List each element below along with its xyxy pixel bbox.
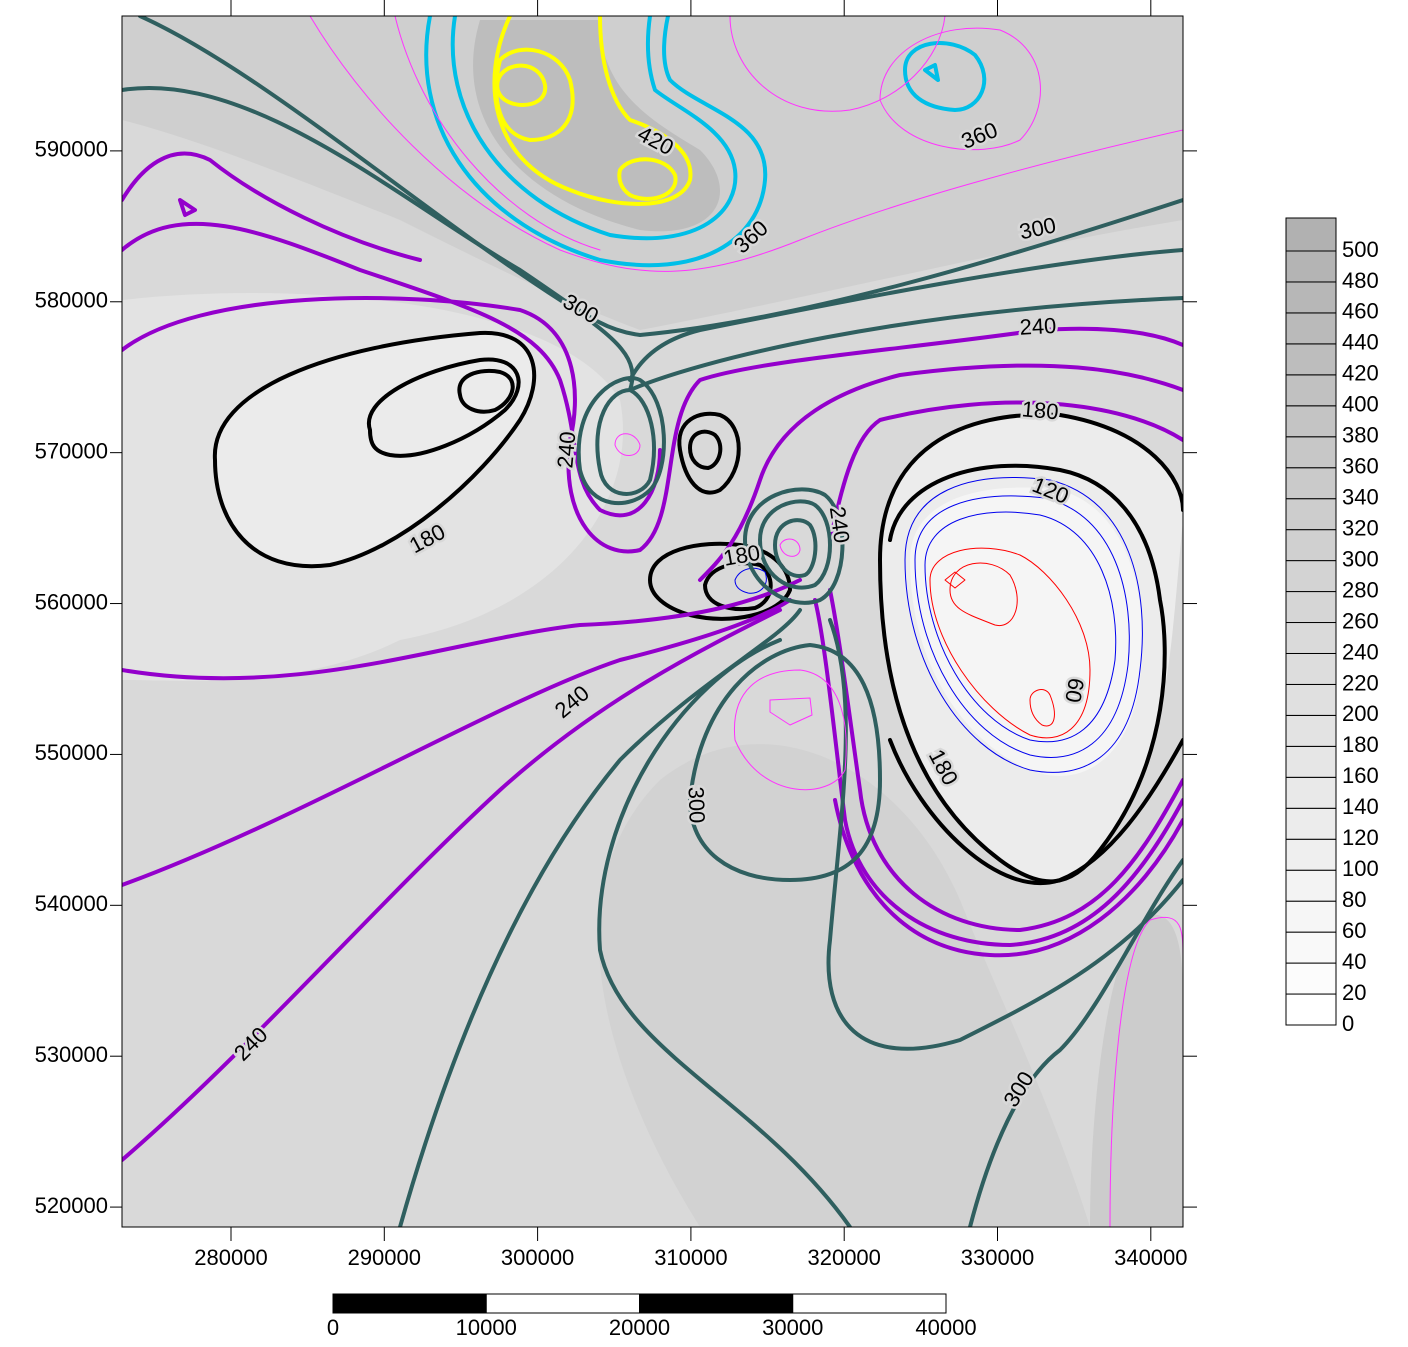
legend-swatch [1286,994,1336,1025]
map-figure: 420 360 360 300 300 240 180 120 240 180 … [0,0,1408,1347]
contour-label: 240 [1019,313,1057,340]
legend-swatch [1286,623,1336,654]
contour-label: 60 [1060,676,1089,704]
legend-swatch [1286,218,1336,251]
legend-label: 280 [1342,577,1379,602]
legend-swatch [1286,684,1336,715]
scale-label: 20000 [609,1315,670,1340]
contour-label: 240 [552,430,580,469]
y-tick-label: 530000 [35,1042,108,1067]
legend-label: 380 [1342,423,1379,448]
legend-swatch [1286,530,1336,561]
legend-swatch [1286,437,1336,468]
scale-segment [486,1294,639,1313]
legend-label: 60 [1342,918,1366,943]
legend-swatch [1286,901,1336,932]
legend-swatch [1286,499,1336,530]
legend-label: 40 [1342,949,1366,974]
y-tick-label: 540000 [35,891,108,916]
contour-field [122,16,1183,1227]
legend-label: 220 [1342,670,1379,695]
legend-label: 340 [1342,484,1379,509]
scale-segment [793,1294,946,1313]
legend-label: 180 [1342,732,1379,757]
legend-swatch [1286,251,1336,282]
scale-segment [333,1294,486,1313]
legend-swatch [1286,963,1336,994]
legend-swatch [1286,746,1336,777]
legend-swatch [1286,313,1336,344]
legend-swatch [1286,375,1336,406]
contour-label: 300 [684,786,710,824]
legend-label: 260 [1342,608,1379,633]
legend-label: 500 [1342,237,1379,262]
legend-label: 440 [1342,330,1379,355]
legend-label: 80 [1342,887,1366,912]
legend-swatch [1286,561,1336,592]
legend-label: 120 [1342,825,1379,850]
legend-swatch [1286,870,1336,901]
contour-label: 240 [825,505,855,545]
scale-label: 10000 [456,1315,517,1340]
scale-label: 40000 [915,1315,976,1340]
legend-label: 160 [1342,763,1379,788]
y-tick-label: 590000 [35,137,108,162]
legend-swatch [1286,406,1336,437]
x-tick-label: 320000 [807,1245,880,1270]
legend-label: 20 [1342,980,1366,1005]
legend-label: 420 [1342,361,1379,386]
x-tick-label: 310000 [654,1245,727,1270]
legend-swatch [1286,653,1336,684]
legend-swatch [1286,932,1336,963]
y-tick-label: 560000 [35,589,108,614]
y-tick-label: 520000 [35,1193,108,1218]
legend-label: 200 [1342,701,1379,726]
contour-label: 180 [1021,396,1060,424]
legend-swatch [1286,715,1336,746]
y-tick-label: 570000 [35,438,108,463]
legend-swatch [1286,344,1336,375]
legend-label: 100 [1342,856,1379,881]
legend-swatch [1286,592,1336,623]
legend-label: 300 [1342,546,1379,571]
x-tick-label: 300000 [501,1245,574,1270]
x-tick-label: 340000 [1114,1245,1187,1270]
x-tick-label: 330000 [961,1245,1034,1270]
scale-segment [640,1294,793,1313]
legend-label: 480 [1342,268,1379,293]
y-tick-label: 550000 [35,740,108,765]
scale-label: 0 [327,1315,339,1340]
legend-label: 400 [1342,392,1379,417]
legend-label: 460 [1342,299,1379,324]
legend-label: 320 [1342,515,1379,540]
legend-swatch [1286,808,1336,839]
legend-label: 140 [1342,794,1379,819]
legend-label: 0 [1342,1011,1354,1036]
legend-swatch [1286,282,1336,313]
legend-label: 360 [1342,454,1379,479]
x-tick-label: 280000 [194,1245,267,1270]
legend-swatch [1286,839,1336,870]
legend-label: 240 [1342,639,1379,664]
y-tick-label: 580000 [35,288,108,313]
legend-swatch [1286,777,1336,808]
legend-swatch [1286,468,1336,499]
x-tick-label: 290000 [348,1245,421,1270]
scale-label: 30000 [762,1315,823,1340]
